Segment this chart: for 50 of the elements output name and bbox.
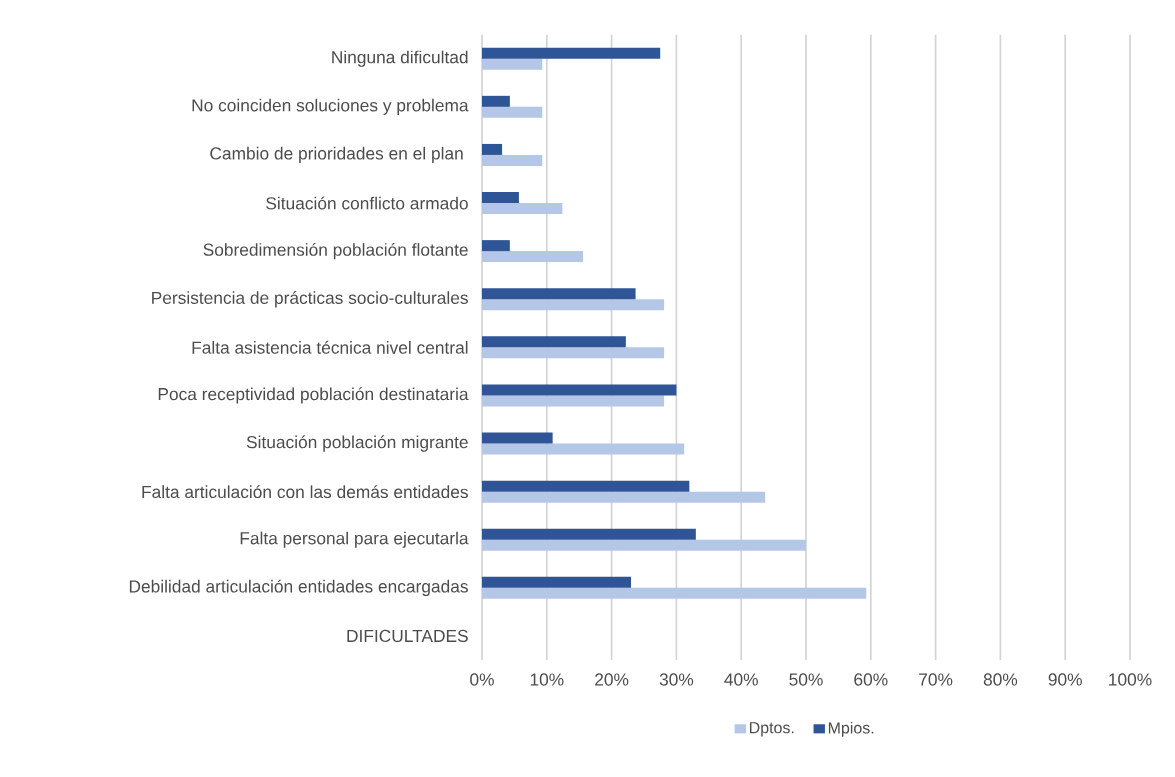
x-tick-label: 70% bbox=[919, 673, 953, 686]
bar bbox=[482, 432, 553, 444]
bar bbox=[482, 336, 626, 348]
bar bbox=[482, 299, 665, 311]
bar bbox=[482, 539, 806, 551]
x-tick-label: 0% bbox=[470, 673, 494, 686]
x-tick-label: 10% bbox=[530, 673, 564, 686]
y-tick-label: Falta personal para ejecutarla bbox=[240, 531, 469, 548]
y-tick-label: Ninguna dificultad bbox=[332, 50, 468, 67]
y-tick-label: Situación conflicto armado bbox=[266, 196, 468, 210]
bar bbox=[482, 347, 665, 359]
bar bbox=[482, 384, 677, 396]
y-tick-label: Situación población migrante bbox=[246, 435, 468, 452]
bar bbox=[482, 576, 632, 588]
bar bbox=[482, 203, 563, 215]
bar bbox=[482, 491, 766, 503]
x-tick-label: 30% bbox=[659, 673, 694, 686]
y-tick-label: Sobredimensión población flotante bbox=[203, 242, 468, 260]
bar bbox=[482, 154, 543, 166]
bar bbox=[482, 288, 636, 300]
bar bbox=[482, 95, 510, 107]
bar bbox=[482, 528, 696, 540]
legend-label: Mpios. bbox=[828, 721, 874, 737]
x-tick-label: 90% bbox=[1048, 673, 1082, 686]
bar bbox=[482, 47, 661, 59]
x-tick-label: 60% bbox=[854, 673, 888, 686]
bar bbox=[482, 395, 665, 407]
bar bbox=[482, 143, 503, 155]
y-tick-label: Cambio de prioridades en el plan bbox=[210, 146, 463, 163]
y-tick-label: Debilidad articulación entidades encargadas bbox=[129, 579, 468, 597]
y-tick-label: Falta articulación con las demás entidades bbox=[142, 485, 468, 499]
bar bbox=[482, 192, 519, 204]
y-tick-label: Poca receptividad población destinataria bbox=[158, 387, 469, 404]
y-tick-label: Persistencia de prácticas socio-culturales bbox=[152, 291, 468, 308]
y-tick-label: DIFICULTADES bbox=[347, 629, 468, 643]
x-tick-label: 50% bbox=[789, 673, 823, 686]
bar bbox=[482, 480, 690, 492]
x-tick-label: 20% bbox=[595, 673, 629, 686]
bar bbox=[482, 587, 867, 599]
x-tick-label: 80% bbox=[983, 673, 1018, 686]
bar bbox=[482, 106, 543, 118]
y-tick-label: Falta asistencia técnica nivel central bbox=[192, 340, 468, 354]
bar bbox=[482, 251, 584, 263]
bar bbox=[482, 58, 543, 70]
y-tick-label: No coinciden soluciones y problema bbox=[192, 98, 469, 115]
bar bbox=[482, 240, 510, 252]
x-tick-label: 100% bbox=[1109, 673, 1152, 686]
bar bbox=[482, 443, 685, 455]
x-tick-label: 40% bbox=[724, 673, 758, 686]
legend-label: Dptos. bbox=[749, 722, 794, 737]
